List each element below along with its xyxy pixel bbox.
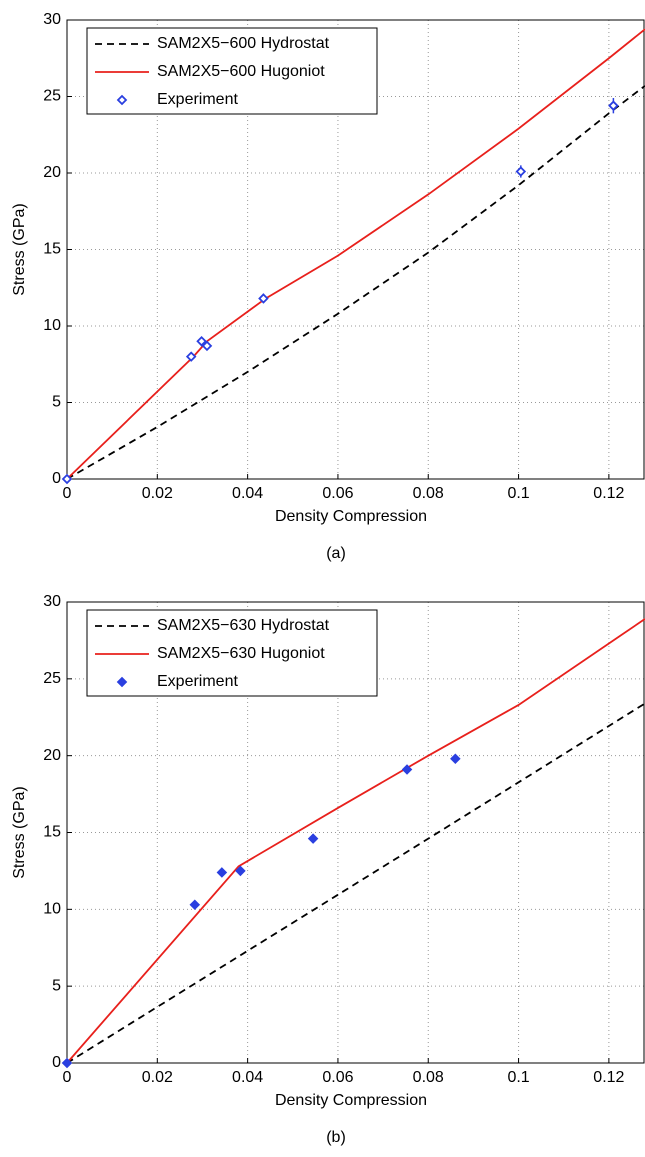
axes-frame <box>66 601 645 1064</box>
y-tick-label: 0 <box>52 1054 61 1071</box>
y-axis-label: Stress (GPa) <box>11 786 28 878</box>
y-tick-label: 25 <box>43 88 61 105</box>
y-tick-label: 30 <box>43 11 61 28</box>
marker <box>216 867 228 878</box>
y-tick-label: 15 <box>43 824 61 841</box>
legend-label: SAM2X5−630 Hydrostat <box>157 617 330 634</box>
legend-label: SAM2X5−600 Hydrostat <box>157 35 330 52</box>
x-tick-label: 0.06 <box>322 485 353 502</box>
y-tick-label: 10 <box>43 901 61 918</box>
y-tick-label: 0 <box>52 470 61 487</box>
x-tick-label: 0.1 <box>507 485 529 502</box>
x-tick-label: 0.12 <box>593 1069 624 1086</box>
marker <box>401 764 413 775</box>
line <box>66 28 645 480</box>
marker <box>515 166 527 177</box>
x-tick-label: 0 <box>63 485 72 502</box>
legend-label: Experiment <box>157 673 238 690</box>
x-axis-label: Density Compression <box>275 1092 427 1109</box>
y-axis-label: Stress (GPa) <box>11 203 28 295</box>
marker <box>61 1057 73 1069</box>
y-tick-label: 30 <box>43 593 61 610</box>
y-tick-label: 5 <box>52 394 61 411</box>
y-tick-label: 20 <box>43 747 61 764</box>
x-tick-label: 0.04 <box>232 485 263 502</box>
legend-marker <box>116 94 128 106</box>
line <box>66 618 645 1064</box>
x-tick-label: 0.08 <box>413 1069 444 1086</box>
legend-marker <box>116 676 128 688</box>
line <box>66 85 645 480</box>
legend-label: Experiment <box>157 91 238 108</box>
marker <box>61 473 73 485</box>
line <box>66 702 645 1064</box>
x-tick-label: 0.02 <box>142 485 173 502</box>
legend-box <box>86 27 378 115</box>
legend-label: SAM2X5−630 Hugoniot <box>157 645 325 662</box>
marker <box>196 336 207 347</box>
marker <box>235 865 246 877</box>
marker <box>307 833 319 844</box>
x-axis-label: Density Compression <box>275 508 427 525</box>
marker <box>185 351 197 362</box>
marker <box>201 340 213 352</box>
marker <box>258 293 269 304</box>
x-tick-label: 0.08 <box>413 485 444 502</box>
caption: (b) <box>326 1129 346 1146</box>
legend-box <box>86 609 378 697</box>
y-tick-label: 15 <box>43 241 61 258</box>
x-tick-label: 0.12 <box>593 485 624 502</box>
y-tick-label: 10 <box>43 317 61 334</box>
y-tick-label: 5 <box>52 977 61 994</box>
marker <box>189 899 201 910</box>
caption: (a) <box>326 545 346 562</box>
x-tick-label: 0 <box>63 1069 72 1086</box>
legend-label: SAM2X5−600 Hugoniot <box>157 63 325 80</box>
x-tick-label: 0.1 <box>507 1069 529 1086</box>
y-tick-label: 25 <box>43 670 61 687</box>
x-tick-label: 0.06 <box>322 1069 353 1086</box>
x-tick-label: 0.04 <box>232 1069 263 1086</box>
marker <box>608 100 619 111</box>
marker <box>450 753 461 765</box>
axes-frame <box>66 19 645 480</box>
y-tick-label: 20 <box>43 164 61 181</box>
x-tick-label: 0.02 <box>142 1069 173 1086</box>
